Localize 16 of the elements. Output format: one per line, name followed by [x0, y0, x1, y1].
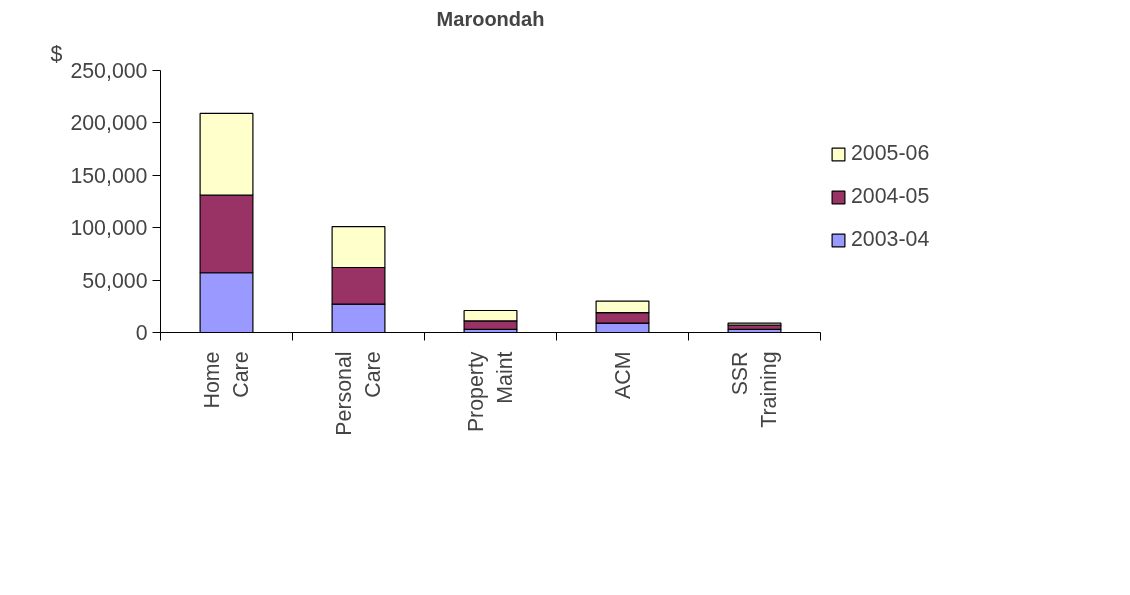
x-tick-label: ACM	[610, 351, 635, 399]
legend-label: 2003-04	[851, 227, 930, 252]
y-tick-label: 200,000	[70, 111, 148, 136]
y-tick-label: 100,000	[70, 216, 148, 241]
y-tick-label: 250,000	[70, 59, 148, 83]
x-tick-label: Home Care	[200, 351, 253, 409]
x-tick-label: Personal Care	[332, 351, 385, 436]
y-axis-title: $	[50, 41, 63, 66]
y-tick-label: 150,000	[70, 163, 148, 188]
y-tick-label: 50,000	[82, 268, 148, 293]
legend-label: 2004-05	[851, 184, 930, 209]
x-tick-label: Property Maint	[464, 351, 517, 433]
x-tick-label: SSR Training	[728, 351, 781, 428]
y-tick-label: 0	[135, 321, 148, 345]
legend-label: 2005-06	[851, 141, 930, 166]
chart-title: Maroondah	[436, 7, 545, 30]
